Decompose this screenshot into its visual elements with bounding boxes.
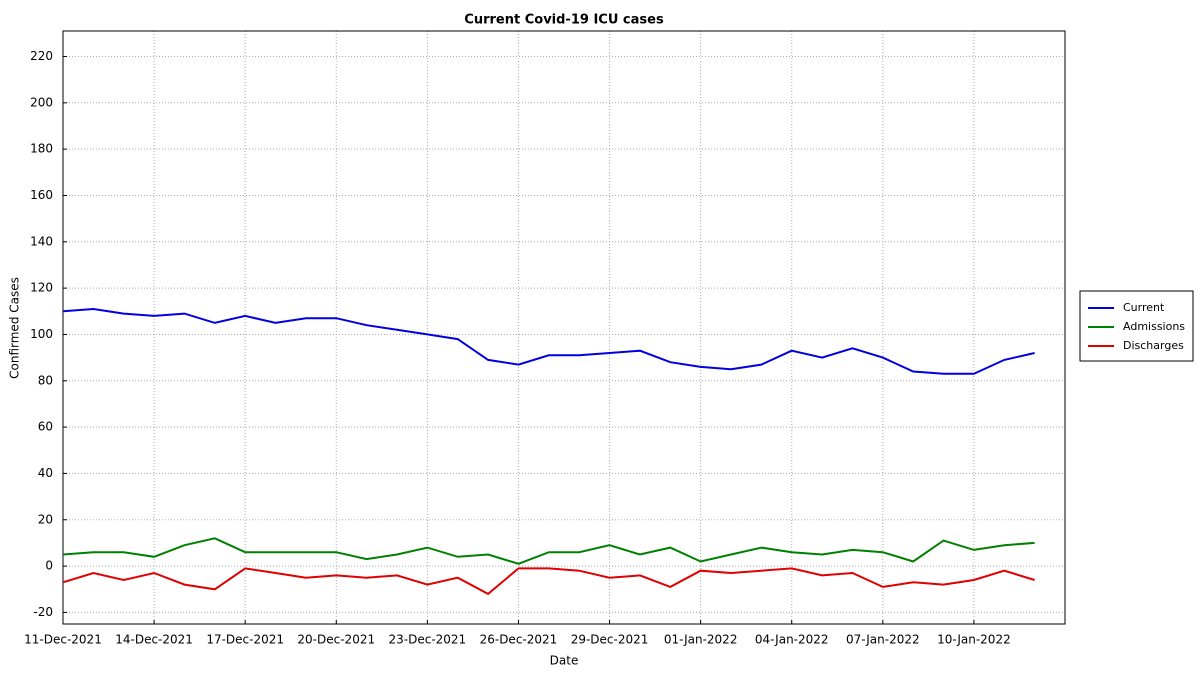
x-tick-label: 17-Dec-2021 (206, 633, 284, 647)
x-tick-label: 14-Dec-2021 (115, 633, 193, 647)
x-tick-label: 10-Jan-2022 (937, 633, 1011, 647)
x-tick-label: 29-Dec-2021 (571, 633, 649, 647)
x-tick-label: 23-Dec-2021 (389, 633, 467, 647)
y-tick-label: -20 (33, 605, 53, 619)
series-line (62, 537, 1035, 565)
x-tick-label: 11-Dec-2021 (24, 633, 102, 647)
chart-title: Current Covid-19 ICU cases (464, 13, 664, 28)
y-tick-label: 200 (30, 95, 53, 109)
series-line (62, 567, 1035, 596)
y-tick-label: 20 (38, 512, 53, 526)
y-tick-label: 120 (30, 281, 53, 295)
y-tick-label: 180 (30, 142, 53, 156)
x-tick-label: 07-Jan-2022 (846, 633, 920, 647)
x-tick-label: 04-Jan-2022 (755, 633, 829, 647)
x-axis-label: Date (550, 654, 579, 668)
y-tick-label: 160 (30, 188, 53, 202)
y-tick-label: 60 (38, 420, 53, 434)
y-tick-label: 40 (38, 466, 53, 480)
legend-label: Current (1123, 301, 1165, 314)
x-tick-label: 20-Dec-2021 (297, 633, 375, 647)
x-tick-label: 26-Dec-2021 (480, 633, 558, 647)
legend-label: Discharges (1123, 339, 1184, 352)
y-axis-label: Confirmed Cases (8, 277, 22, 379)
legend-label: Admissions (1123, 320, 1185, 333)
plot-frame (62, 30, 1066, 625)
x-tick-label: 01-Jan-2022 (664, 633, 738, 647)
y-tick-label: 140 (30, 234, 53, 248)
series-line (62, 307, 1035, 375)
y-tick-label: 100 (30, 327, 53, 341)
y-tick-label: 220 (30, 49, 53, 63)
y-tick-label: 0 (45, 559, 53, 573)
y-tick-label: 80 (38, 373, 53, 387)
